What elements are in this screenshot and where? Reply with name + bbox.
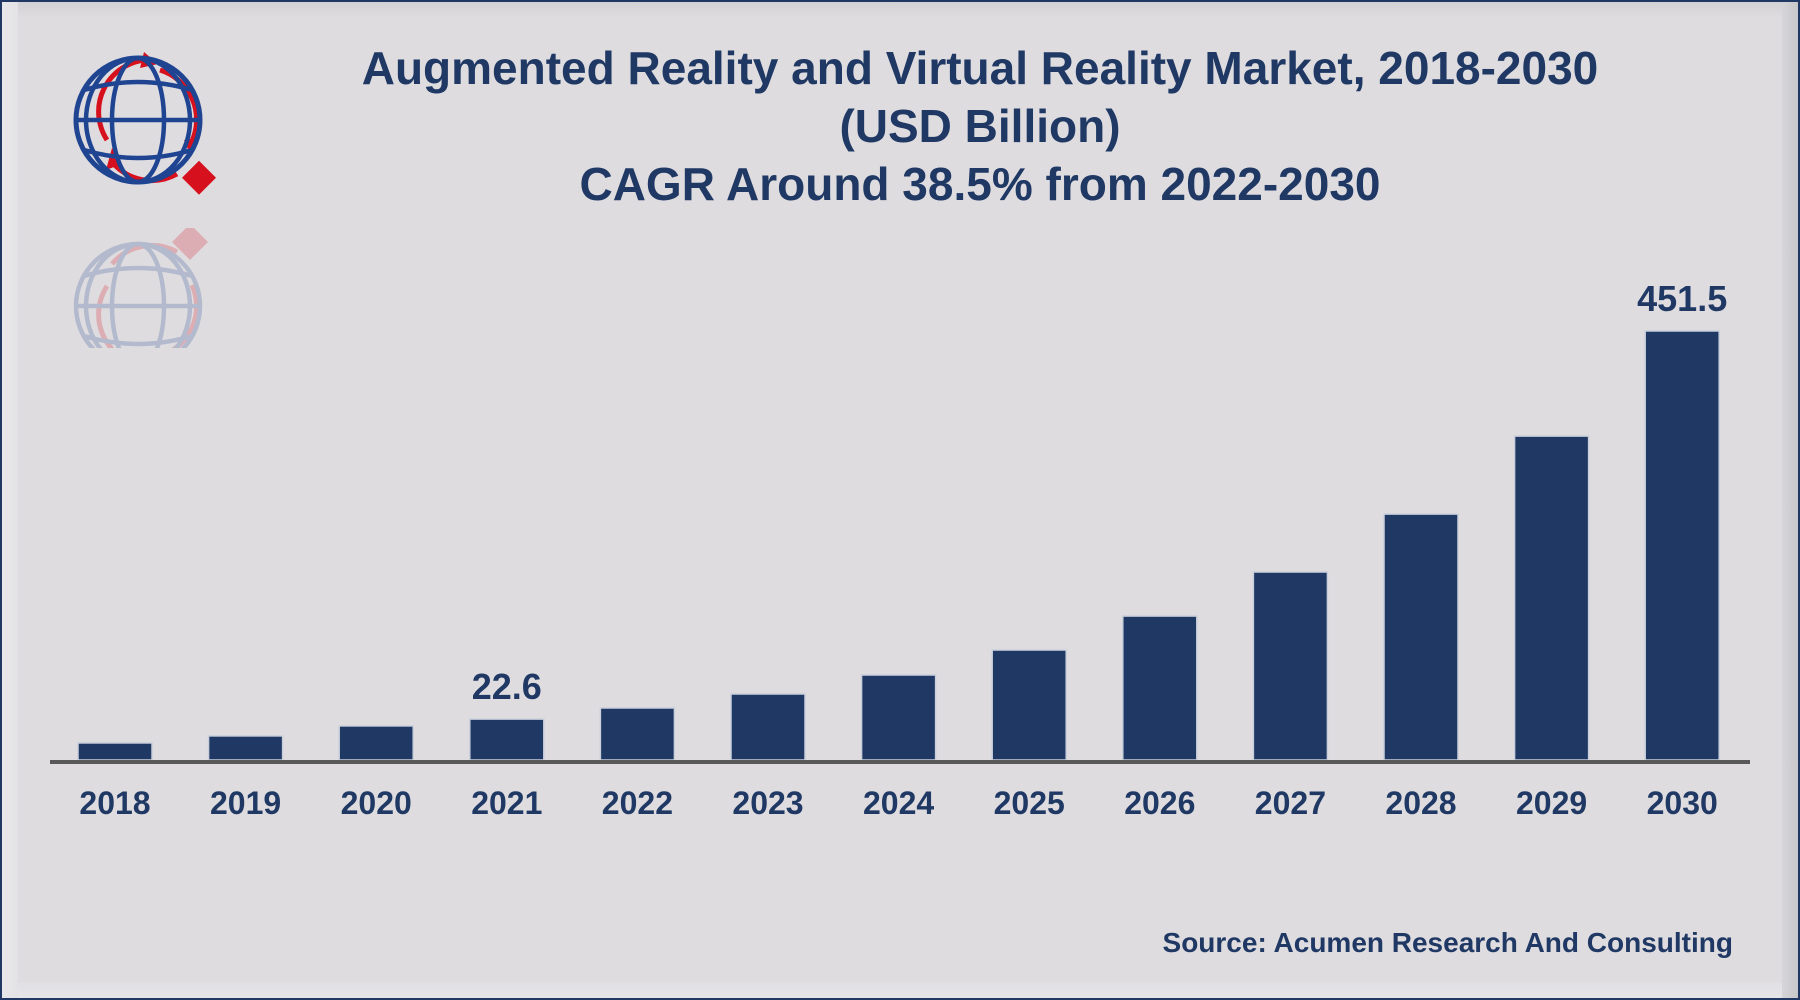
frame-bevel-right xyxy=(1782,2,1798,998)
frame-bevel-left xyxy=(2,2,18,998)
frame-bevel-bottom xyxy=(2,982,1798,998)
bar-2023 xyxy=(730,693,806,761)
x-tick-label-2021: 2021 xyxy=(471,785,542,821)
x-tick-label-2018: 2018 xyxy=(79,785,150,821)
bar-2019 xyxy=(207,735,284,761)
data-label-2030: 451.5 xyxy=(1637,278,1727,319)
data-label-2021: 22.6 xyxy=(472,666,542,707)
bar-2025 xyxy=(991,649,1067,761)
x-tick-label-2022: 2022 xyxy=(602,785,673,821)
bars-group xyxy=(77,330,1720,761)
data-labels: 22.6 451.5 xyxy=(472,278,1727,707)
x-tick-label-2020: 2020 xyxy=(341,785,412,821)
bar-2020 xyxy=(338,725,414,761)
bar-2026 xyxy=(1122,615,1198,761)
x-tick-labels: 2018 2019 2020 2021 2022 2023 2024 2025 2026 2027… xyxy=(79,785,1717,821)
x-tick-label-2024: 2024 xyxy=(863,785,934,821)
bar-2027 xyxy=(1252,571,1329,761)
x-tick-label-2023: 2023 xyxy=(732,785,803,821)
bar-2028 xyxy=(1383,513,1459,761)
bar-2029 xyxy=(1513,435,1590,761)
chart-unit: (USD Billion) xyxy=(839,100,1121,152)
bar-2024 xyxy=(860,674,937,761)
x-tick-label-2030: 2030 xyxy=(1647,785,1718,821)
x-tick-label-2026: 2026 xyxy=(1124,785,1195,821)
frame-bevel-top xyxy=(2,2,1798,16)
x-tick-label-2027: 2027 xyxy=(1255,785,1326,821)
chart-cagr-subtitle: CAGR Around 38.5% from 2022-2030 xyxy=(579,158,1381,210)
x-tick-label-2019: 2019 xyxy=(210,785,281,821)
globe-logo-reflection-icon xyxy=(73,228,208,348)
bar-2030 xyxy=(1644,330,1720,761)
globe-logo-icon xyxy=(73,52,216,195)
x-tick-label-2028: 2028 xyxy=(1385,785,1456,821)
bar-2018 xyxy=(77,742,153,761)
x-tick-label-2025: 2025 xyxy=(994,785,1065,821)
bar-2021 xyxy=(469,718,545,761)
chart-panel xyxy=(18,16,1782,982)
chart-title: Augmented Reality and Virtual Reality Ma… xyxy=(361,42,1599,94)
source-note: Source: Acumen Research And Consulting xyxy=(1162,927,1733,958)
bar-2022 xyxy=(599,707,676,761)
x-tick-label-2029: 2029 xyxy=(1516,785,1587,821)
